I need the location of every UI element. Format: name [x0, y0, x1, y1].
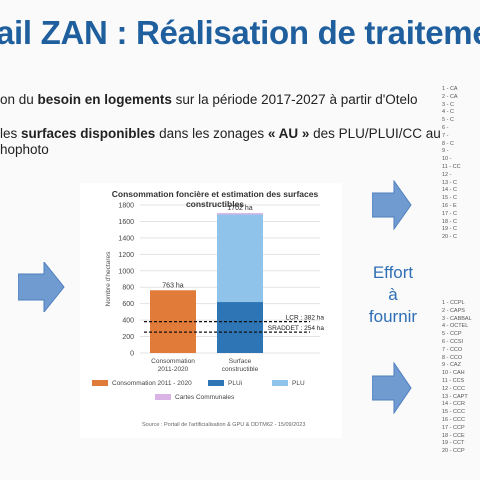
chart-panel: Consommation foncière et estimation des …	[80, 183, 342, 438]
side-list-item: 4 - OCTEL	[442, 323, 469, 330]
side-list-item: 9 - CAZ	[442, 362, 461, 369]
legend-swatch	[208, 380, 224, 386]
y-tick-label: 1400	[118, 235, 134, 242]
y-tick-label: 200	[122, 334, 134, 341]
bar-segment	[150, 290, 196, 353]
side-list-item: 4 - C	[442, 109, 454, 116]
side-list-item: 6 - CCSI	[442, 338, 464, 345]
side-list-item: 16 - E	[442, 202, 457, 209]
side-list-item: 19 - C	[442, 226, 457, 233]
legend-swatch	[92, 380, 108, 386]
side-list-item: 5 - CCP	[442, 331, 462, 338]
y-tick-label: 400	[122, 318, 134, 325]
bar-segment	[217, 214, 263, 303]
right-arrow-icon	[372, 180, 412, 230]
legend-label: PLUi	[228, 380, 242, 387]
legend-label: Cartes Communales	[175, 394, 235, 401]
side-list-item: 11 - CCS	[442, 377, 465, 384]
side-list-item: 5 - C	[442, 117, 454, 124]
side-list-item: 1 - CA	[442, 86, 458, 92]
side-list-item: 13 - CAPT	[442, 393, 468, 400]
side-list-item: 17 - CCP	[442, 424, 465, 431]
category-label: Consommation	[151, 358, 195, 365]
side-list-item: 2 - CAPS	[442, 307, 465, 314]
legend-swatch	[272, 380, 288, 386]
bullet-besoin-logements: on du besoin en logements sur la période…	[0, 92, 418, 107]
side-list-item: 14 - C	[442, 187, 457, 194]
side-list-item: 1 - CCPL	[442, 300, 465, 306]
category-label: Surface	[229, 358, 252, 365]
side-list-item: 8 - CCO	[442, 354, 463, 361]
side-list-item: 8 - C	[442, 140, 454, 147]
side-list-item: 7 -	[442, 132, 449, 139]
side-list-item: 18 - CCE	[442, 432, 465, 439]
side-list-item: 3 - C	[442, 101, 454, 108]
reference-label: LCR : 382 ha	[286, 315, 325, 322]
side-list-item: 15 - C	[442, 195, 457, 202]
bullet-orthophoto: hophoto	[0, 142, 49, 157]
side-list-item: 15 - CCC	[442, 409, 465, 416]
data-label: 1702 ha	[227, 205, 252, 212]
side-list-item: 13 - C	[442, 179, 457, 186]
data-label: 763 ha	[162, 282, 184, 289]
side-list-item: 19 - CCT	[442, 440, 465, 447]
side-list-item: 20 - CCP	[442, 448, 465, 455]
legend-swatch	[155, 394, 171, 400]
y-tick-label: 600	[122, 301, 134, 308]
category-label: constructible	[222, 366, 259, 373]
right-arrow-icon	[372, 362, 412, 414]
side-list-item: 3 - CABBAL	[442, 315, 472, 322]
right-arrow-icon	[18, 262, 65, 312]
bar-chart: 0 200 400 600 800 1000 1200 1400 1600 1800 Nombre …	[92, 203, 325, 401]
side-list-item: 9 -	[442, 148, 449, 155]
y-tick-label: 1800	[118, 203, 134, 210]
side-list-item: 12 - CCC	[442, 385, 465, 392]
side-list-item: 2 - CA	[442, 93, 458, 100]
chart-source: Source : Portail de l'artificialisation …	[142, 422, 306, 428]
effort-label: Effort à fournir	[368, 263, 418, 326]
y-tick-label: 1600	[118, 219, 134, 226]
y-tick-label: 1000	[118, 268, 134, 275]
chart-title: Consommation foncière et estimation des …	[111, 189, 319, 209]
bullet-surfaces-disponibles: les surfaces disponibles dans les zonage…	[0, 126, 441, 141]
y-tick-label: 0	[130, 351, 134, 358]
slide-title: ail ZAN : Réalisation de traitemen	[0, 14, 480, 51]
y-tick-label: 800	[122, 285, 134, 292]
side-list-item: 20 - C	[442, 234, 457, 241]
side-list-bottom: 1 - CCPL 2 - CAPS 3 - CABBAL 4 - OCTEL 5 - C…	[442, 300, 472, 456]
reference-label: SRADDET : 254 ha	[268, 325, 325, 332]
legend-label: Consommation 2011 - 2020	[112, 380, 192, 387]
side-list-item: 17 - C	[442, 210, 457, 217]
side-list-item: 6 -	[442, 124, 449, 131]
side-list-item: 14 - CCR	[442, 401, 465, 408]
side-list-item: 11 - CC	[442, 163, 461, 170]
y-tick-label: 1200	[118, 252, 134, 259]
category-label: 2011-2020	[158, 366, 189, 373]
legend-label: PLU	[292, 380, 305, 387]
side-list-item: 7 - CCO	[442, 346, 463, 353]
side-list-item: 10 - CAH	[442, 370, 465, 377]
bar-segment	[217, 302, 263, 353]
side-list-item: 16 - CCC	[442, 416, 465, 423]
bar-segment	[217, 213, 263, 215]
side-list-item: 10 -	[442, 156, 452, 163]
y-axis-label: Nombre d'hectares	[105, 251, 112, 306]
side-list-item: 12 -	[442, 171, 452, 178]
side-list-item: 18 - C	[442, 218, 457, 225]
